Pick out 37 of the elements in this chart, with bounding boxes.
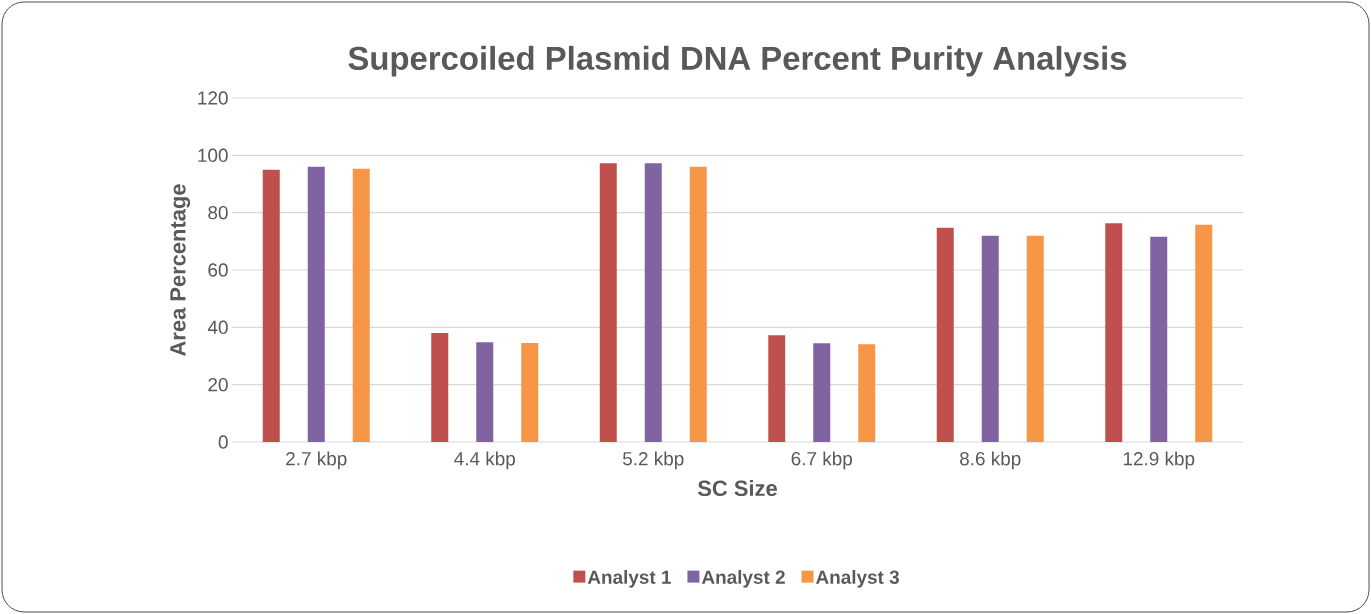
y-tick-label: 0 <box>218 435 228 449</box>
bar <box>689 166 707 442</box>
bar <box>352 168 370 442</box>
bar <box>1195 224 1213 442</box>
bar <box>476 342 494 442</box>
y-tick-label: 20 <box>208 377 228 392</box>
bar <box>431 333 449 442</box>
bar <box>936 227 954 442</box>
x-tick-label: 4.4 kbp <box>454 451 515 470</box>
bar <box>768 335 786 442</box>
x-tick-label: 2.7 kbp <box>286 451 347 470</box>
bar <box>813 343 831 442</box>
y-tick-label: 80 <box>208 205 228 220</box>
x-axis-title: SC Size <box>697 479 777 497</box>
x-tick-label: 5.2 kbp <box>622 451 684 470</box>
y-tick-label: 60 <box>208 263 228 277</box>
bar <box>521 343 539 442</box>
bar <box>1105 223 1123 442</box>
bar <box>858 344 876 442</box>
x-tick-label: 6.7 kbp <box>791 451 852 470</box>
legend-label: Analyst 1 <box>587 570 671 588</box>
bar <box>981 235 999 442</box>
x-tick-label: 12.9 kbp <box>1123 451 1195 470</box>
bar <box>599 163 617 442</box>
legend-label: Analyst 3 <box>815 570 899 588</box>
bar <box>1150 236 1168 442</box>
y-tick-label: 40 <box>207 320 228 335</box>
bar <box>307 166 325 442</box>
y-tick-label: 120 <box>198 91 228 105</box>
bar <box>262 169 280 442</box>
bar <box>644 163 662 442</box>
y-tick-label: 100 <box>198 148 228 163</box>
chart-title: Supercoiled Plasmid DNA Percent Purity Analysis <box>348 45 1127 77</box>
y-axis-title: Area Percentage <box>170 184 191 356</box>
bar <box>1026 235 1044 442</box>
legend-label: Analyst 2 <box>701 570 785 588</box>
x-tick-label: 8.6 kbp <box>960 451 1021 470</box>
